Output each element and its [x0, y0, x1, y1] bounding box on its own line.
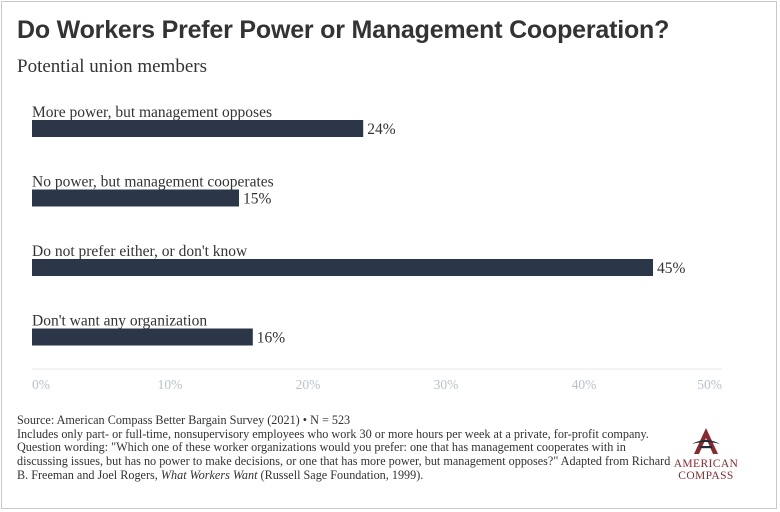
data-label: 24% [367, 121, 396, 138]
category-label: Don't want any organization [32, 313, 207, 330]
category-label: Do not prefer either, or don't know [32, 243, 248, 260]
data-label: 16% [257, 330, 286, 347]
chart-title: Do Workers Prefer Power or Management Co… [17, 16, 670, 44]
x-tick-label: 0% [32, 377, 50, 392]
bars-layer: More power, but management opposes 24% No … [32, 104, 686, 347]
logo-line-2: COMPASS [678, 470, 734, 482]
bar [32, 328, 253, 346]
footnote-note-end: (Russell Sage Foundation, 1999). [260, 467, 424, 482]
category-label: No power, but management cooperates [32, 174, 274, 191]
x-tick-label: 20% [296, 377, 321, 392]
footnote-note: Includes only part- or full-time, nonsup… [17, 426, 672, 483]
footnote-note-text: Includes only part- or full-time, nonsup… [17, 426, 671, 482]
bar [32, 189, 239, 207]
data-label: 45% [657, 260, 686, 277]
x-tick-label: 30% [434, 377, 459, 392]
x-axis-ticks: 0% 10% 20% 30% 40% 50% [32, 377, 722, 392]
footnote-source: Source: American Compass Better Bargain … [17, 413, 351, 427]
data-label: 15% [243, 191, 272, 208]
footnote: Source: American Compass Better Bargain … [17, 413, 672, 483]
footnote-book-title: What Workers Want [160, 467, 258, 482]
compass-a-icon [692, 428, 720, 454]
american-compass-logo: AMERICAN COMPASS [668, 426, 744, 482]
bar [32, 120, 364, 137]
bar-chart: More power, but management opposes 24% No … [32, 104, 722, 392]
x-tick-label: 10% [158, 377, 183, 392]
chart-subtitle: Potential union members [17, 56, 207, 77]
bar [32, 259, 653, 276]
x-tick-label: 40% [572, 377, 597, 392]
category-label: More power, but management opposes [32, 104, 272, 121]
x-tick-label: 50% [697, 377, 722, 392]
logo-line-1: AMERICAN [673, 458, 739, 470]
